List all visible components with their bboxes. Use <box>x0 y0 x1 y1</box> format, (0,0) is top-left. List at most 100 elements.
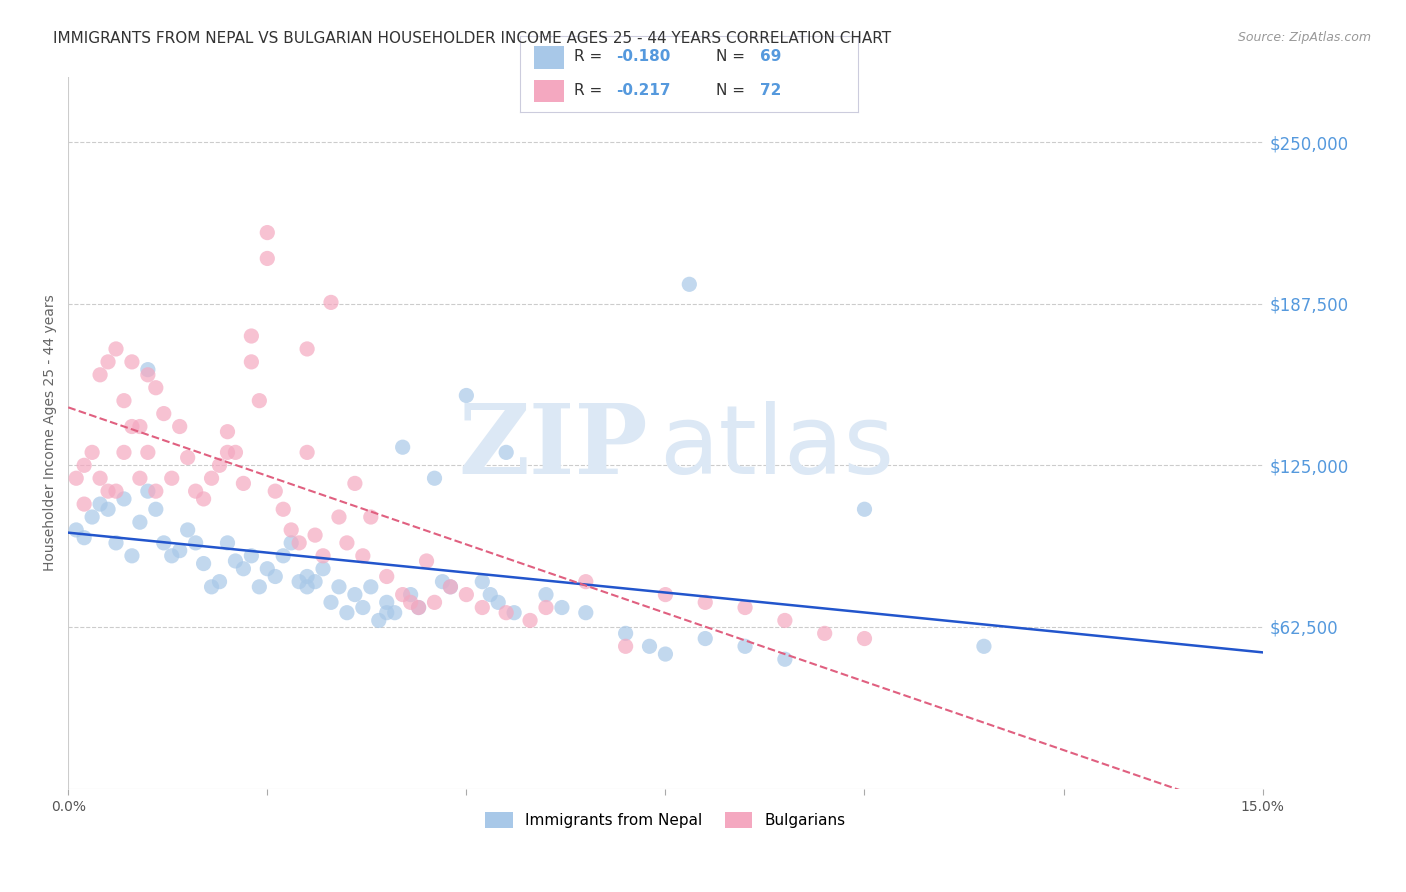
Point <box>814 626 837 640</box>
Point <box>217 536 239 550</box>
Point <box>519 614 541 628</box>
Point <box>208 458 231 473</box>
Text: R =: R = <box>574 49 607 64</box>
Text: 69: 69 <box>759 49 782 64</box>
Point <box>232 562 254 576</box>
Point <box>439 580 461 594</box>
Point <box>734 640 756 654</box>
Point <box>89 471 111 485</box>
Point <box>471 600 494 615</box>
Point <box>312 562 335 576</box>
Point <box>575 574 598 589</box>
Point <box>375 606 398 620</box>
Point <box>128 419 150 434</box>
Point <box>456 588 478 602</box>
Point <box>678 277 700 292</box>
Point <box>853 632 876 646</box>
Point <box>136 445 159 459</box>
Text: R =: R = <box>574 83 607 98</box>
Point <box>295 569 318 583</box>
Point <box>534 600 557 615</box>
Point <box>136 362 159 376</box>
Point <box>105 536 128 550</box>
Point <box>654 588 676 602</box>
Point <box>136 484 159 499</box>
Text: N =: N = <box>716 49 749 64</box>
Point <box>105 342 128 356</box>
Text: -0.180: -0.180 <box>616 49 671 64</box>
Point <box>614 640 637 654</box>
Point <box>695 595 717 609</box>
Point <box>973 640 995 654</box>
Point <box>224 445 246 459</box>
Y-axis label: Householder Income Ages 25 - 44 years: Householder Income Ages 25 - 44 years <box>44 294 58 572</box>
Point <box>247 580 270 594</box>
Point <box>65 471 87 485</box>
Point <box>169 419 191 434</box>
Point <box>853 502 876 516</box>
Point <box>495 606 517 620</box>
Point <box>256 562 278 576</box>
Point <box>328 580 350 594</box>
Point <box>336 536 359 550</box>
Point <box>456 388 478 402</box>
Text: atlas: atlas <box>659 401 894 493</box>
Text: IMMIGRANTS FROM NEPAL VS BULGARIAN HOUSEHOLDER INCOME AGES 25 - 44 YEARS CORRELA: IMMIGRANTS FROM NEPAL VS BULGARIAN HOUSE… <box>53 31 891 46</box>
Point <box>336 606 359 620</box>
Point <box>184 484 207 499</box>
Point <box>360 580 382 594</box>
Point <box>105 484 128 499</box>
Point <box>145 484 167 499</box>
Point <box>193 557 215 571</box>
Point <box>280 536 302 550</box>
Point <box>773 652 796 666</box>
Point <box>384 606 406 620</box>
Point <box>256 226 278 240</box>
Point <box>352 549 374 563</box>
Point <box>391 440 413 454</box>
Text: -0.217: -0.217 <box>616 83 671 98</box>
Point <box>295 580 318 594</box>
Point <box>112 393 135 408</box>
Point <box>503 606 526 620</box>
Point <box>319 595 342 609</box>
Point <box>217 445 239 459</box>
Point <box>352 600 374 615</box>
Point <box>343 476 366 491</box>
Point <box>271 549 294 563</box>
Point <box>486 595 509 609</box>
Point <box>200 580 222 594</box>
Point <box>224 554 246 568</box>
Point <box>73 458 96 473</box>
Point <box>399 588 422 602</box>
Point <box>82 510 104 524</box>
Point <box>176 523 198 537</box>
Point <box>415 554 437 568</box>
Point <box>89 368 111 382</box>
Point <box>375 569 398 583</box>
Point <box>247 393 270 408</box>
Point <box>295 445 318 459</box>
Point <box>423 595 446 609</box>
Point <box>367 614 389 628</box>
Point <box>551 600 574 615</box>
Text: ZIP: ZIP <box>458 401 648 494</box>
FancyBboxPatch shape <box>534 79 564 103</box>
Point <box>695 632 717 646</box>
Point <box>439 580 461 594</box>
Point <box>208 574 231 589</box>
Point <box>256 252 278 266</box>
Point <box>575 606 598 620</box>
Point <box>136 368 159 382</box>
Point <box>169 543 191 558</box>
Point <box>471 574 494 589</box>
Point <box>65 523 87 537</box>
Point <box>304 574 326 589</box>
Point <box>160 471 183 485</box>
Point <box>145 381 167 395</box>
Point <box>375 595 398 609</box>
Point <box>288 574 311 589</box>
Point <box>193 491 215 506</box>
Text: Source: ZipAtlas.com: Source: ZipAtlas.com <box>1237 31 1371 45</box>
Point <box>128 471 150 485</box>
